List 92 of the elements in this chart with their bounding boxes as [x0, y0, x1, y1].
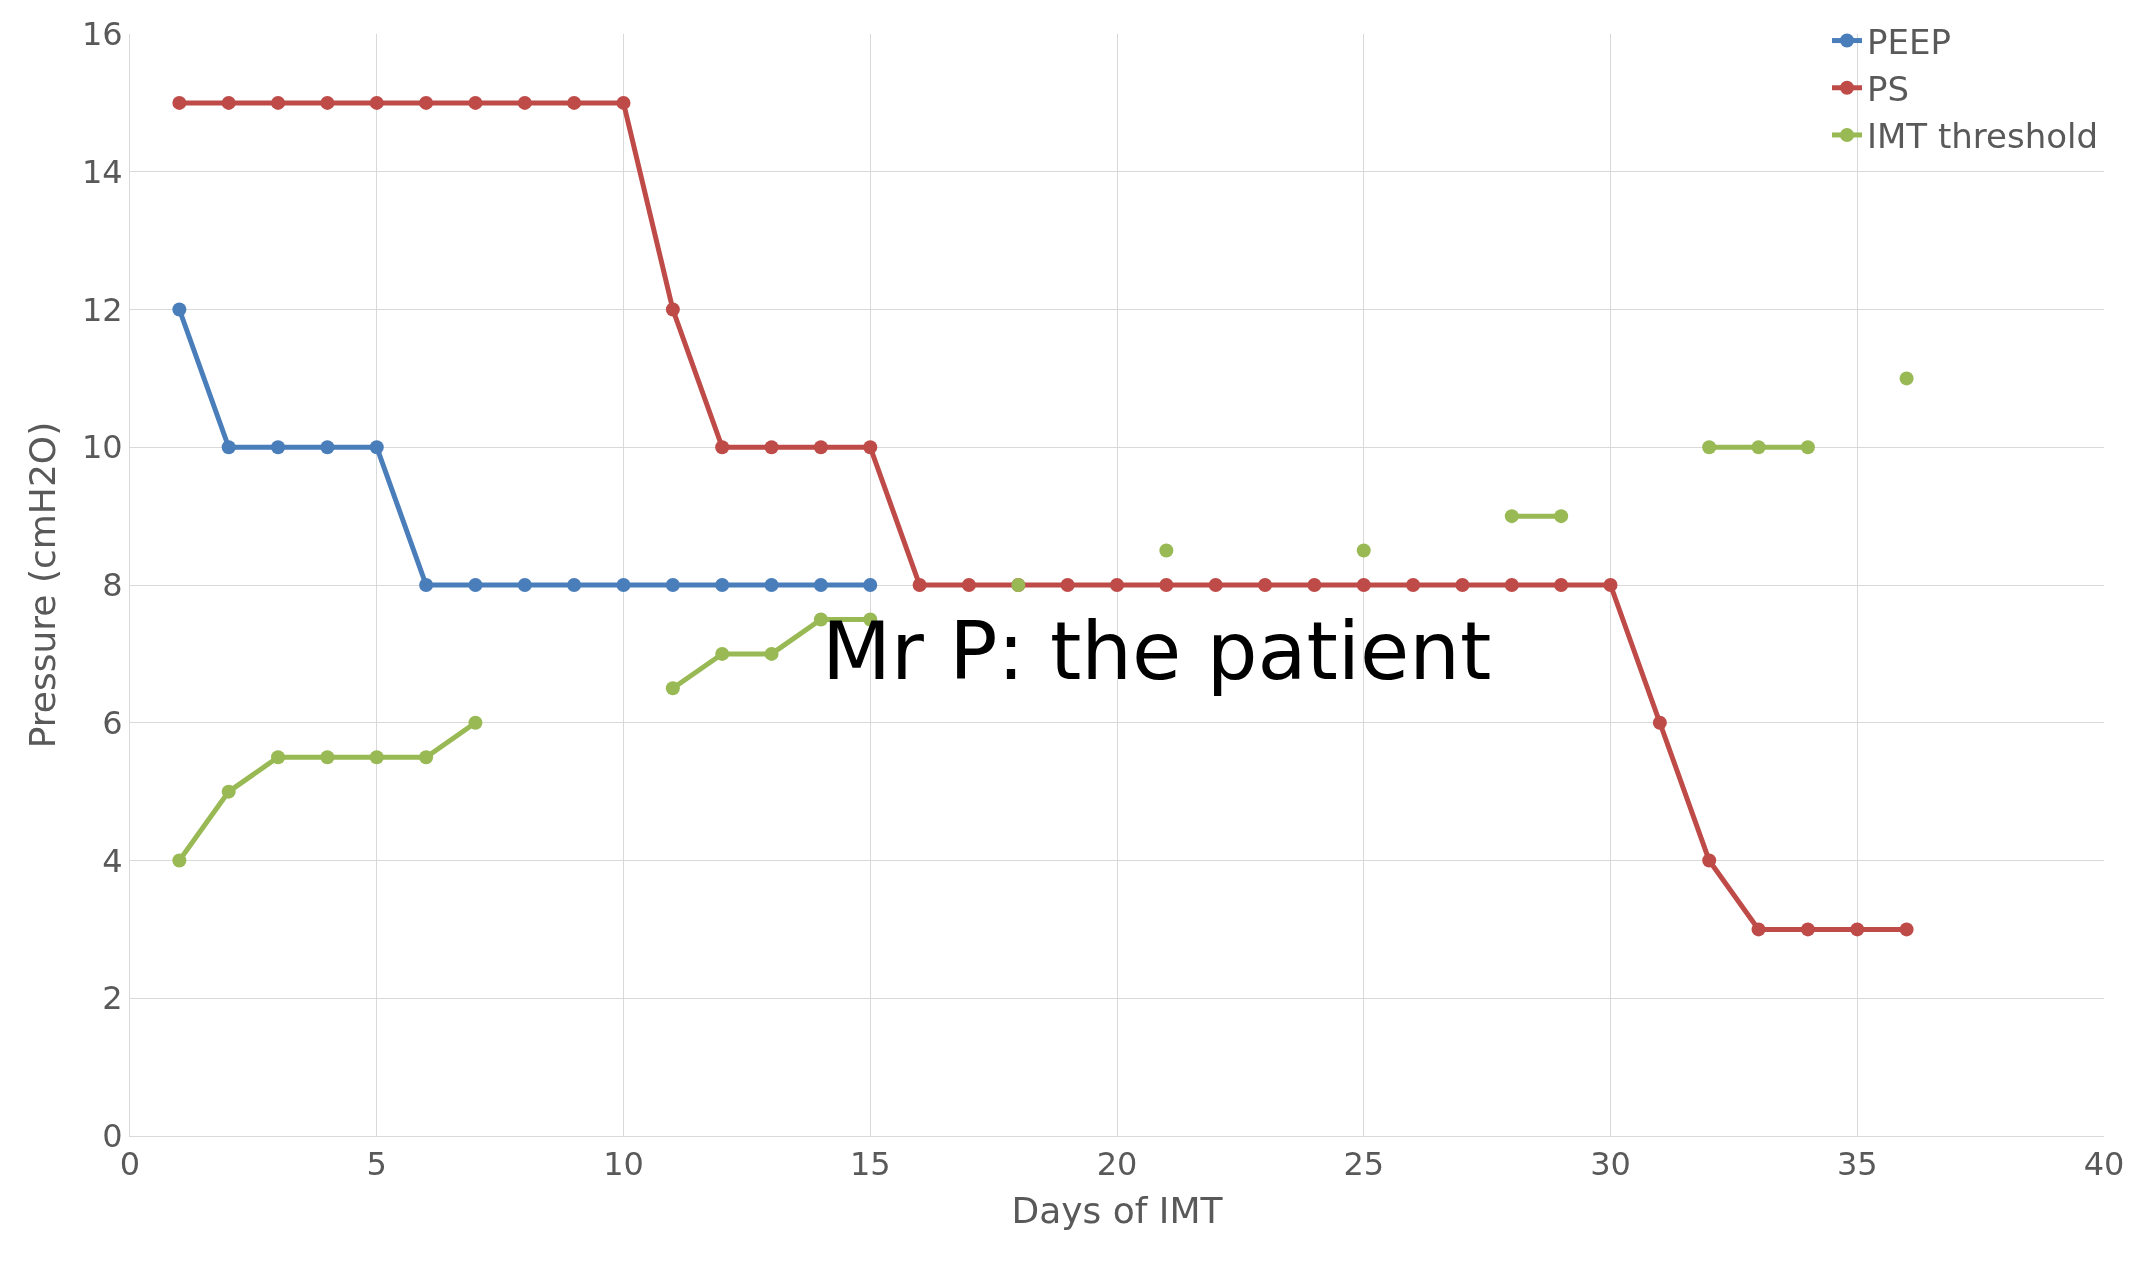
point — [1110, 578, 1124, 592]
point — [172, 853, 187, 868]
y-tick-label: 2 — [102, 979, 123, 1018]
point — [1800, 440, 1815, 455]
point — [912, 578, 927, 592]
point — [1603, 578, 1618, 592]
point — [1208, 578, 1223, 592]
x-tick-label: 5 — [366, 1145, 387, 1184]
point — [221, 784, 236, 799]
point — [419, 750, 434, 765]
point — [320, 750, 335, 765]
point — [1258, 578, 1273, 592]
y-tick-label: 8 — [102, 566, 123, 605]
point — [419, 578, 434, 592]
point — [1899, 922, 1914, 937]
point — [1751, 440, 1766, 455]
point — [715, 578, 730, 592]
point — [715, 440, 730, 455]
point — [271, 95, 286, 110]
point — [221, 95, 236, 110]
legend-label: PS — [1867, 69, 1910, 110]
y-axis-title: Pressure (cmH2O) — [21, 421, 63, 749]
point — [616, 578, 631, 592]
point — [468, 715, 483, 730]
x-tick-label: 35 — [1836, 1145, 1878, 1184]
x-tick-label: 30 — [1590, 1145, 1631, 1184]
point — [863, 440, 878, 455]
point — [1850, 922, 1865, 937]
point — [1356, 543, 1371, 558]
point — [369, 750, 384, 765]
point — [221, 440, 236, 455]
x-tick-label: 20 — [1096, 1145, 1138, 1184]
point — [764, 578, 779, 592]
point — [764, 440, 779, 455]
point — [1702, 853, 1717, 868]
annotation: Mr P: the patient — [822, 605, 1492, 698]
point — [1406, 578, 1421, 592]
x-tick-label: 25 — [1343, 1145, 1385, 1184]
point — [1455, 578, 1470, 592]
point — [1504, 578, 1519, 592]
point — [517, 95, 532, 110]
point — [369, 95, 384, 110]
point — [517, 578, 532, 592]
point — [419, 95, 434, 110]
x-tick-label: 40 — [2083, 1145, 2125, 1184]
point — [1504, 509, 1519, 524]
point — [1702, 440, 1717, 455]
point — [665, 681, 680, 696]
point — [1554, 578, 1569, 592]
point — [616, 95, 631, 110]
y-tick-label: 6 — [102, 703, 123, 742]
legend-label: PEEP — [1867, 21, 1951, 62]
y-tick-label: 0 — [102, 1117, 123, 1156]
point — [1159, 578, 1174, 592]
point — [715, 646, 730, 661]
point — [468, 95, 483, 110]
y-tick-label: 4 — [102, 841, 123, 880]
point — [813, 612, 828, 627]
point — [172, 302, 187, 317]
point — [1356, 578, 1371, 592]
point — [1899, 371, 1914, 386]
point — [813, 440, 828, 455]
point — [369, 440, 384, 455]
x-tick-label: 10 — [603, 1145, 644, 1184]
point — [813, 578, 828, 592]
point — [665, 578, 680, 592]
point — [764, 646, 779, 661]
point — [1159, 543, 1174, 558]
point — [567, 578, 582, 592]
point — [863, 578, 878, 592]
point — [1652, 715, 1667, 730]
point — [1060, 578, 1075, 592]
x-axis-title: Days of IMT — [1011, 1190, 1224, 1232]
point — [320, 95, 335, 110]
y-tick-label: 16 — [81, 15, 123, 54]
y-tick-label: 10 — [81, 428, 123, 467]
point — [172, 95, 187, 110]
point — [320, 440, 335, 455]
point — [567, 95, 582, 110]
x-tick-label: 15 — [849, 1145, 891, 1184]
point — [1307, 578, 1322, 592]
point — [1751, 922, 1766, 937]
point — [1554, 509, 1569, 524]
y-tick-label: 14 — [81, 152, 123, 191]
point — [468, 578, 483, 592]
point — [271, 750, 286, 765]
point — [1800, 922, 1815, 937]
legend-label: IMT threshold — [1867, 116, 2099, 157]
y-tick-label: 12 — [81, 290, 123, 329]
point — [271, 440, 286, 455]
point — [961, 578, 976, 592]
point — [665, 302, 680, 317]
